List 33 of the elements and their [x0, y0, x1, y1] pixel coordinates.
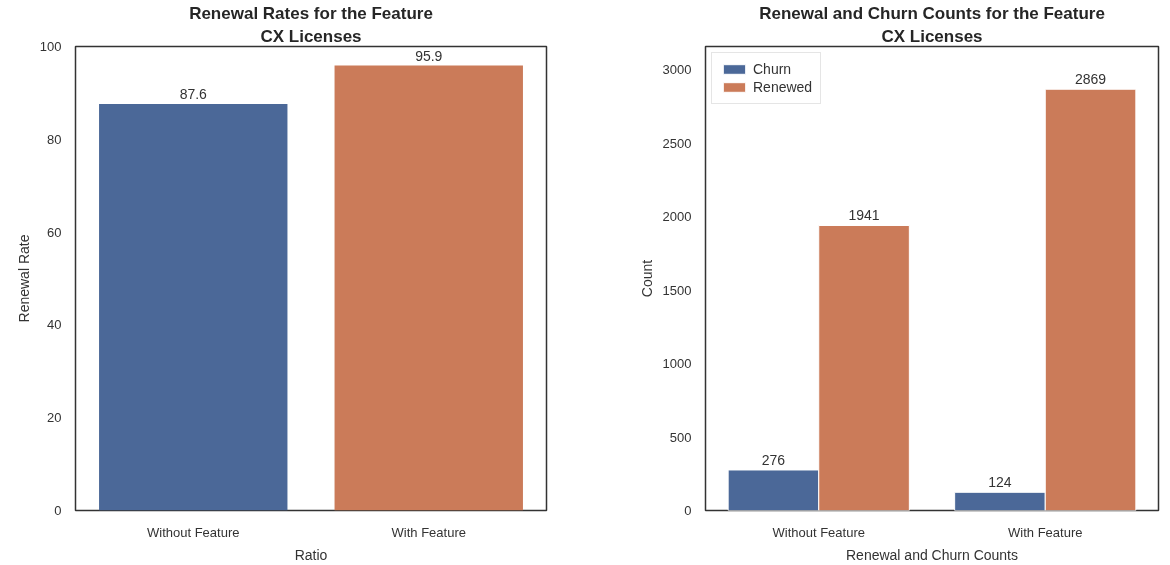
y-axis-title: Count [638, 259, 655, 298]
y-tick-label: 500 [669, 429, 692, 445]
data-label: 87.6 [179, 86, 208, 103]
data-label: 276 [761, 451, 786, 468]
chart-title: Renewal Rates for the Feature [189, 3, 433, 23]
data-label: 2869 [1074, 71, 1107, 88]
y-tick-label: 20 [47, 410, 62, 426]
y-tick-label: 60 [47, 224, 62, 240]
data-label: 1941 [848, 207, 880, 224]
y-axis-title: Renewal Rate [15, 234, 32, 323]
data-label: 124 [988, 474, 1012, 491]
x-axis-title: Ratio [294, 546, 328, 563]
chart-subtitle: CX Licenses [881, 26, 983, 46]
y-tick-label: 1000 [662, 356, 692, 372]
y-tick-label: 0 [684, 503, 692, 518]
x-axis-title: Renewal and Churn Counts [846, 546, 1018, 563]
y-tick-label: 100 [39, 39, 62, 54]
x-tick-label: With Feature [1008, 524, 1083, 540]
x-tick-label: Without Feature [772, 524, 866, 540]
y-tick-label: 2500 [662, 135, 692, 151]
legend-label: Renewed [753, 79, 813, 95]
x-tick-label: With Feature [391, 524, 466, 540]
legend-label: Churn [753, 61, 792, 77]
y-tick-label: 1500 [662, 282, 692, 298]
chart-title: Renewal and Churn Counts for the Feature [759, 3, 1105, 23]
y-tick-label: 40 [47, 317, 62, 333]
data-label: 95.9 [415, 47, 443, 64]
x-tick-label: Without Feature [147, 524, 240, 540]
chart-subtitle: CX Licenses [260, 26, 362, 46]
y-tick-label: 0 [54, 503, 62, 518]
y-tick-label: 80 [47, 131, 62, 147]
y-tick-label: 3000 [662, 62, 692, 78]
y-tick-label: 2000 [662, 209, 692, 225]
